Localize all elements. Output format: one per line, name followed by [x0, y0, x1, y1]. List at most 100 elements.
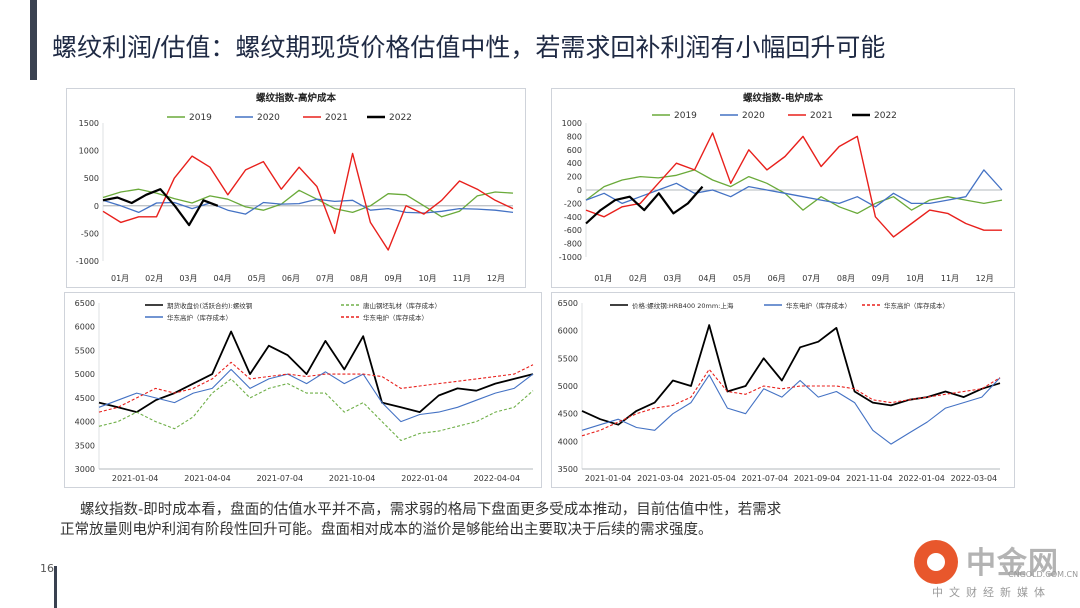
y-tick-label: 3500: [558, 465, 578, 474]
x-tick-label: 06月: [282, 274, 300, 283]
x-tick-label: 11月: [453, 274, 471, 283]
x-tick-label: 01月: [111, 274, 129, 283]
chart-price-vs-bf-cost: 3000 3500 4000 4500 5000 5500 6000 6500 2021-01-…: [75, 299, 534, 483]
series-line-3: [585, 185, 704, 225]
x-tick-label: 2021-05-04: [689, 474, 736, 483]
series-line-2: [102, 152, 514, 251]
x-tick-label: 2021-01-04: [585, 474, 632, 483]
y-tick-label: 4000: [75, 418, 95, 427]
series-line-1: [581, 374, 1001, 445]
y-tick-label: 1500: [79, 119, 99, 128]
logo-tagline: 中文财经新媒体: [932, 586, 1051, 599]
y-tick-label: 400: [567, 159, 582, 168]
series-line-3: [102, 188, 219, 227]
x-tick-label: 02月: [629, 274, 647, 283]
y-tick-label: 800: [567, 132, 582, 141]
legend-label: 2020: [742, 111, 765, 121]
y-tick-label: -800: [564, 240, 582, 249]
series-line-0: [102, 188, 514, 218]
series-line-3: [98, 361, 534, 413]
legend-label: 2019: [674, 111, 697, 121]
x-tick-label: 2022-01-04: [898, 474, 945, 483]
x-tick-label: 03月: [179, 274, 197, 283]
x-tick-label: 2021-01-04: [112, 474, 158, 483]
series-line-0: [585, 169, 1003, 215]
x-tick-label: 09月: [872, 274, 890, 283]
x-tick-label: 05月: [733, 274, 751, 283]
x-tick-label: 2021-03-04: [637, 474, 684, 483]
legend-label: 2021: [325, 113, 348, 123]
y-tick-label: 1000: [562, 119, 582, 128]
y-tick-label: -1000: [76, 257, 99, 266]
y-tick-label: 0: [94, 202, 99, 211]
chart-title: 螺纹指数-电炉成本: [743, 92, 823, 104]
accent-bar-bottom: [54, 566, 57, 608]
watermark-logo: 中金网 CNGOLD.COM.CN 中文财经新媒体: [898, 532, 1078, 604]
series-line-2: [581, 368, 1001, 437]
x-tick-label: 08月: [350, 274, 368, 283]
x-tick-label: 12月: [976, 274, 994, 283]
series-line-2: [585, 132, 1002, 238]
y-tick-label: 6500: [558, 299, 578, 308]
caption-line-1: 螺纹指数-即时成本看，盘面的估值水平并不高，需求弱的格局下盘面更多受成本推动，目…: [80, 502, 782, 518]
legend-label: 华东电炉（库存成本）: [786, 301, 851, 310]
logo-circle-icon: [914, 540, 958, 584]
x-tick-label: 05月: [248, 274, 266, 283]
x-tick-label: 2021-07-04: [742, 474, 789, 483]
page-title: 螺纹利润/估值：螺纹期现货价格估值中性，若需求回补利润有小幅回升可能: [52, 33, 886, 62]
x-tick-label: 07月: [316, 274, 334, 283]
y-tick-label: 500: [84, 174, 99, 183]
x-tick-label: 2022-04-04: [474, 474, 521, 483]
x-tick-label: 06月: [768, 274, 786, 283]
logo-name: 中金网: [966, 546, 1059, 581]
y-tick-label: -500: [81, 229, 99, 238]
series-line-0: [98, 330, 534, 413]
chart-panel-eaf-cost: 3500 4000 4500 5000 5500 6000 6500 2021-01-04 20…: [551, 292, 1015, 488]
y-tick-label: 3000: [75, 465, 95, 474]
y-tick-label: 4500: [75, 394, 95, 403]
series-line-1: [102, 198, 514, 215]
y-tick-label: 6500: [75, 299, 95, 308]
x-tick-label: 02月: [145, 274, 163, 283]
legend-label: 2019: [189, 113, 212, 123]
logo-url: CNGOLD.COM.CN: [1008, 570, 1079, 579]
y-tick-label: 5500: [558, 354, 578, 363]
y-tick-label: 4500: [558, 410, 578, 419]
y-tick-label: -200: [564, 199, 582, 208]
caption-line-2: 正常放量则电炉利润有阶段性回升可能。盘面相对成本的溢价是够能给出主要取决于后续的…: [60, 522, 713, 538]
x-tick-label: 2022-01-04: [401, 474, 448, 483]
y-tick-label: 5000: [75, 370, 95, 379]
y-tick-label: 1000: [79, 147, 99, 156]
x-tick-label: 09月: [384, 274, 402, 283]
accent-bar-top: [30, 0, 37, 80]
y-tick-label: -1000: [559, 253, 582, 262]
y-tick-label: 5000: [558, 382, 578, 391]
y-tick-label: 6000: [558, 327, 578, 336]
legend-label: 华东高炉（库存成本）: [167, 313, 232, 322]
y-tick-label: -400: [564, 213, 582, 222]
x-tick-label: 2021-07-04: [257, 474, 304, 483]
page-number: 16: [40, 562, 54, 575]
x-tick-label: 07月: [802, 274, 820, 283]
legend-label: 2022: [389, 113, 412, 123]
chart-panel-blast-furnace: 螺纹指数-高炉成本 -1000 -500 0 500 1000 1500 01月 02月 03月 0…: [66, 88, 526, 288]
legend-label: 2022: [874, 111, 897, 121]
x-tick-label: 12月: [487, 274, 505, 283]
x-tick-label: 2021-04-04: [184, 474, 231, 483]
x-tick-label: 04月: [698, 274, 716, 283]
x-tick-label: 10月: [906, 274, 924, 283]
legend-label: 2021: [810, 111, 833, 121]
x-tick-label: 03月: [664, 274, 682, 283]
x-tick-label: 08月: [837, 274, 855, 283]
x-tick-label: 2021-11-04: [846, 474, 893, 483]
series-line-1: [98, 378, 534, 442]
legend-label: 华东电炉（库存成本）: [363, 313, 428, 322]
chart-price-vs-eaf-cost: 3500 4000 4500 5000 5500 6000 6500 2021-01-04 20…: [558, 299, 1001, 483]
y-tick-label: 4000: [558, 437, 578, 446]
x-tick-label: 2021-09-04: [794, 474, 841, 483]
chart-electric-furnace-margin: 螺纹指数-电炉成本 -1000 -800 -600 -400 -200 0 200 400 600…: [559, 92, 1003, 283]
y-tick-label: -600: [564, 226, 582, 235]
y-tick-label: 200: [567, 173, 582, 182]
series-line-0: [581, 324, 1001, 426]
legend-label: 唐山钢坯轧材（库存成本）: [363, 301, 441, 310]
